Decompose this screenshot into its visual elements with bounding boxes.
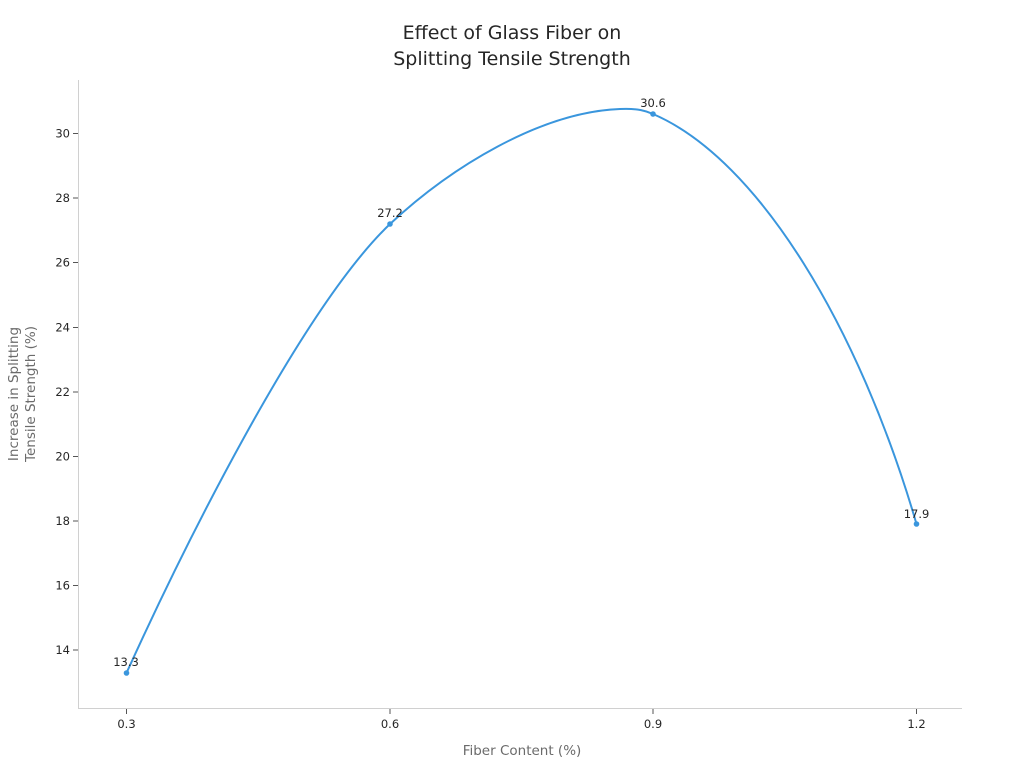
y-tick-label: 16 xyxy=(55,579,70,593)
y-tick: 26 xyxy=(55,256,78,270)
data-labels: 13.3 27.2 30.6 17.9 xyxy=(113,96,929,669)
y-axis-ticks: 14 16 18 20 22 24 26 28 xyxy=(55,127,78,657)
y-tick-label: 14 xyxy=(55,643,70,657)
x-axis-label: Fiber Content (%) xyxy=(463,743,582,759)
y-tick: 24 xyxy=(55,321,78,335)
x-tick: 0.6 xyxy=(381,709,399,731)
x-tick: 1.2 xyxy=(907,709,926,731)
y-axis-label-line-1: Increase in Splitting xyxy=(6,327,22,461)
data-label: 27.2 xyxy=(377,206,403,220)
x-tick-label: 1.2 xyxy=(907,717,925,731)
data-point[interactable] xyxy=(123,670,130,676)
y-tick: 20 xyxy=(55,450,78,464)
data-label: 30.6 xyxy=(640,96,666,110)
x-tick-label: 0.6 xyxy=(381,717,399,731)
y-tick: 30 xyxy=(55,127,78,141)
y-tick: 16 xyxy=(55,579,78,593)
y-tick-label: 24 xyxy=(55,321,70,335)
x-axis-ticks: 0.3 0.6 0.9 1.2 xyxy=(117,709,926,731)
x-tick-label: 0.3 xyxy=(117,717,135,731)
x-tick: 0.9 xyxy=(644,709,662,731)
data-point[interactable] xyxy=(387,221,393,227)
x-tick: 0.3 xyxy=(117,709,136,731)
y-tick: 28 xyxy=(55,191,78,205)
data-label: 13.3 xyxy=(113,655,139,669)
y-axis-label: Increase in Splitting Tensile Strength (… xyxy=(6,326,39,463)
y-tick-label: 18 xyxy=(55,514,70,528)
y-tick-label: 30 xyxy=(55,127,70,141)
chart-title-line-2: Splitting Tensile Strength xyxy=(393,48,631,70)
y-tick-label: 28 xyxy=(55,191,70,205)
data-point[interactable] xyxy=(913,521,920,527)
y-tick: 22 xyxy=(55,385,78,399)
y-tick-label: 26 xyxy=(55,256,70,270)
y-tick-label: 20 xyxy=(55,450,70,464)
y-tick: 18 xyxy=(55,514,78,528)
chart-title-line-1: Effect of Glass Fiber on xyxy=(402,22,622,44)
y-tick-label: 22 xyxy=(55,385,70,399)
data-markers xyxy=(123,111,920,676)
chart-title: Effect of Glass Fiber on Splitting Tensi… xyxy=(0,20,1024,72)
x-tick-label: 0.9 xyxy=(644,717,662,731)
data-point[interactable] xyxy=(650,111,656,117)
data-line xyxy=(125,107,918,674)
y-tick: 14 xyxy=(55,643,78,657)
y-axis-label-line-2: Tensile Strength (%) xyxy=(23,326,39,463)
data-label: 17.9 xyxy=(904,507,930,521)
